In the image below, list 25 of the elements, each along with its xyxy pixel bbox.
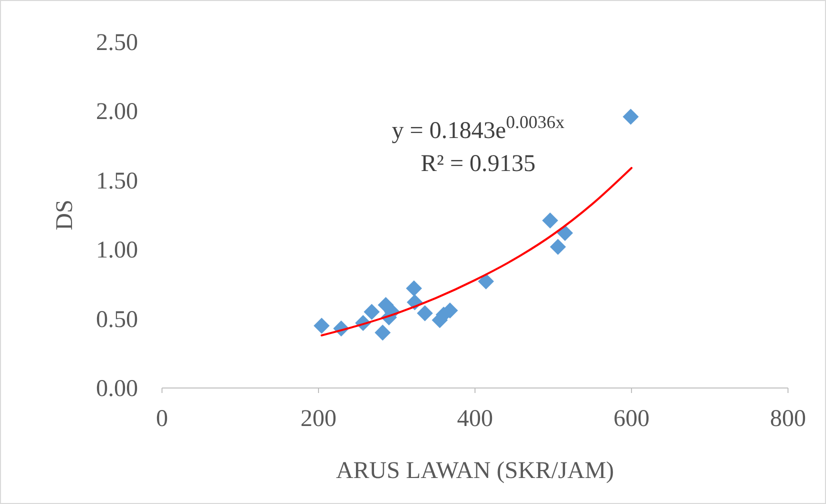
y-tick-label: 1.00 [96,238,138,264]
x-tick-label: 0 [156,406,168,432]
x-tick-label: 600 [614,406,650,432]
y-tick-label: 0.00 [96,376,138,402]
y-axis-title: DS [52,200,78,230]
y-tick-label: 1.50 [96,168,138,194]
point [550,238,566,255]
point [556,224,573,241]
point [622,108,639,125]
x-tick-label: 400 [457,406,493,432]
annotation: R² = 0.9135 [420,151,536,177]
y-tick-label: 2.00 [96,99,138,126]
point [416,305,433,322]
point [374,324,391,341]
point [314,318,330,334]
point [542,212,558,229]
y-tick-label: 2.50 [96,30,138,56]
x-tick-label: 200 [300,406,336,432]
point [364,304,380,320]
point [406,280,422,296]
annotation: y = 0.1843e$^{0.0036x}$ [392,112,564,144]
x-tick-label: 800 [770,406,806,432]
point [478,273,494,290]
y-tick-label: 0.50 [96,306,138,333]
x-axis-title: ARUS LAWAN (SKR/JAM) [336,458,614,484]
